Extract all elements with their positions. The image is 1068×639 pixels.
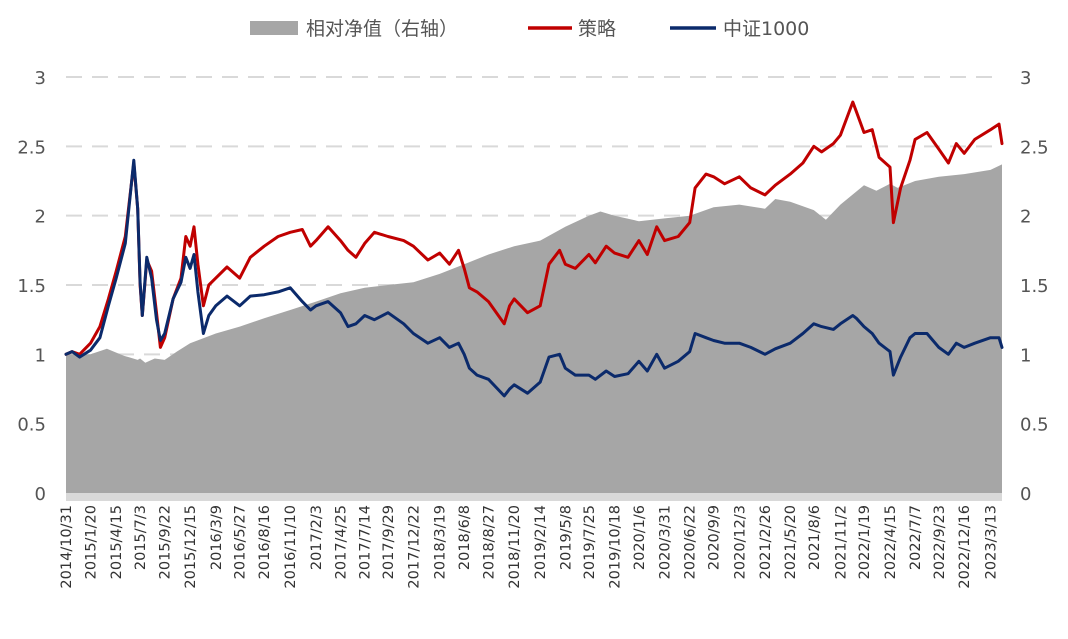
y-right-tick-label-3: 1.5	[1020, 276, 1049, 297]
legend-swatch-relative-nav	[250, 21, 298, 35]
x-tick-label-17: 2018/8/27	[482, 505, 498, 579]
y-left-tick-label-0: 0	[35, 484, 46, 505]
area-relative-nav	[66, 164, 1002, 493]
x-tick-label-9: 2016/11/10	[283, 505, 299, 589]
x-tick-label-28: 2021/2/26	[758, 505, 774, 579]
y-left-tick-label-3: 1.5	[17, 276, 46, 297]
x-tick-label-16: 2018/6/8	[457, 505, 473, 570]
x-tick-label-2: 2015/4/15	[109, 505, 125, 579]
x-tick-label-32: 2022/1/19	[857, 505, 873, 579]
x-tick-label-20: 2019/5/8	[558, 505, 574, 570]
y-left-tick-label-6: 3	[35, 68, 46, 89]
x-tick-label-3: 2015/7/3	[133, 505, 149, 570]
x-tick-label-33: 2022/4/15	[883, 505, 899, 579]
y-left-tick-label-2: 1	[35, 345, 46, 366]
x-tick-label-31: 2021/11/2	[833, 505, 849, 579]
x-tick-label-25: 2020/6/22	[683, 505, 699, 579]
x-tick-label-23: 2020/1/6	[632, 505, 648, 570]
legend-label-relative-nav: 相对净值（右轴）	[306, 18, 458, 40]
x-tick-label-8: 2016/8/16	[257, 505, 273, 579]
x-tick-label-37: 2023/3/13	[984, 505, 1000, 579]
y-right-tick-label-4: 2	[1020, 207, 1031, 228]
x-tick-label-15: 2018/3/19	[433, 505, 449, 579]
x-axis: 2014/10/31 2015/1/20 2015/4/15 2015/7/3 2015…	[59, 505, 1000, 589]
x-tick-label-22: 2019/10/18	[608, 505, 624, 589]
y-right-tick-label-0: 0	[1020, 484, 1031, 505]
y-right-tick-label-2: 1	[1020, 345, 1031, 366]
x-tick-label-27: 2020/12/3	[732, 505, 748, 579]
line-csi1000	[64, 158, 1004, 398]
x-tick-label-29: 2021/5/20	[783, 505, 799, 579]
legend-label-csi1000: 中证1000	[723, 18, 809, 40]
legend: 相对净值（右轴） 策略 中证1000	[250, 18, 809, 40]
legend-label-strategy: 策略	[578, 18, 616, 40]
x-tick-label-0: 2014/10/31	[59, 505, 75, 589]
lines-layer	[64, 100, 1004, 398]
area-layer	[66, 164, 1002, 501]
x-tick-label-24: 2020/3/31	[658, 505, 674, 579]
y-right-tick-label-5: 2.5	[1020, 137, 1049, 158]
y-left-tick-label-1: 0.5	[17, 415, 46, 436]
x-tick-label-7: 2016/5/27	[233, 505, 249, 579]
y-axis-right: 0 0.5 1 1.5 2 2.5 3	[1020, 68, 1049, 505]
y-left-tick-label-5: 2.5	[17, 137, 46, 158]
x-tick-label-26: 2020/9/9	[707, 505, 723, 570]
x-tick-label-11: 2017/4/25	[334, 505, 350, 579]
x-tick-label-18: 2018/11/20	[507, 505, 523, 589]
x-tick-label-14: 2017/12/22	[406, 505, 422, 589]
x-tick-label-21: 2019/7/25	[582, 505, 598, 579]
x-axis-baseline-band	[66, 493, 1002, 501]
x-tick-label-4: 2015/9/22	[158, 505, 174, 579]
x-tick-label-34: 2022/7/7	[908, 505, 924, 570]
y-left-tick-label-4: 2	[35, 207, 46, 228]
y-right-tick-label-1: 0.5	[1020, 415, 1049, 436]
x-tick-label-10: 2017/2/3	[309, 505, 325, 570]
x-tick-label-35: 2022/9/23	[932, 505, 948, 579]
x-tick-label-30: 2021/8/6	[807, 505, 823, 570]
x-tick-label-1: 2015/1/20	[84, 505, 100, 579]
x-tick-label-13: 2017/9/29	[381, 505, 397, 579]
x-tick-label-36: 2022/12/16	[957, 505, 973, 589]
x-tick-label-19: 2019/2/14	[533, 505, 549, 579]
y-right-tick-label-6: 3	[1020, 68, 1031, 89]
x-tick-label-6: 2016/3/9	[209, 505, 225, 570]
y-axis-left: 0 0.5 1 1.5 2 2.5 3	[17, 68, 46, 505]
x-tick-label-5: 2015/12/15	[183, 505, 199, 589]
x-tick-label-12: 2017/7/14	[358, 505, 374, 579]
